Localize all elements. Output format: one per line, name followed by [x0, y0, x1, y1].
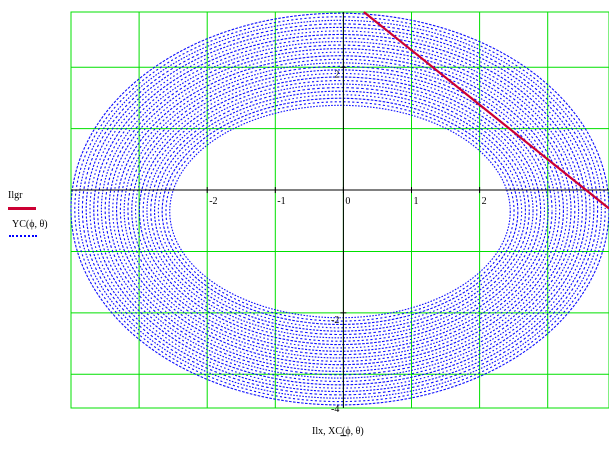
legend-swatch-yc: [9, 235, 37, 237]
torus-ring: [74, 16, 606, 403]
torus-ring: [108, 48, 572, 372]
torus-ring: [112, 51, 568, 369]
x-tick-label: 0: [345, 196, 350, 207]
torus-ring: [142, 79, 538, 342]
y-tick-label: -2: [331, 315, 339, 326]
torus-ring: [78, 19, 602, 399]
torus-ring: [119, 58, 561, 362]
legend-label-ilgr: Ilgr: [8, 190, 23, 201]
x-axis-label: Ilx, XC(ϕ, θ): [312, 426, 364, 437]
legend-label-yc: YC(ϕ, θ): [12, 219, 48, 230]
torus-ring: [85, 26, 595, 393]
torus-ring: [104, 44, 576, 376]
torus-ring: [127, 65, 553, 356]
series-line-ilgr: [363, 11, 609, 210]
torus-ring: [93, 33, 587, 386]
y-tick-label: 2: [334, 69, 339, 80]
torus-ring: [135, 72, 545, 349]
x-tick-label: -2: [209, 196, 217, 207]
torus-ring: [138, 76, 542, 346]
x-tick-label: 1: [414, 196, 419, 207]
torus-ring: [157, 94, 523, 329]
torus-ring: [70, 12, 609, 406]
torus-ring: [131, 69, 549, 352]
plot-frame: [70, 11, 609, 409]
x-tick-label: -1: [277, 196, 285, 207]
torus-ring: [169, 104, 511, 319]
torus-ring: [81, 23, 599, 396]
torus-ring: [154, 90, 526, 332]
torus-ring: [146, 83, 534, 339]
torus-ring: [97, 37, 583, 383]
torus-ring: [150, 87, 530, 336]
torus-ring: [123, 62, 557, 359]
torus-ring: [116, 55, 564, 366]
x-tick-label: 2: [482, 196, 487, 207]
torus-ring: [161, 97, 519, 326]
torus-ring: [165, 101, 515, 322]
y-tick-label: -4: [331, 404, 339, 415]
legend-swatch-ilgr: [8, 207, 36, 210]
torus-ring: [100, 41, 580, 379]
torus-ring: [89, 30, 591, 389]
